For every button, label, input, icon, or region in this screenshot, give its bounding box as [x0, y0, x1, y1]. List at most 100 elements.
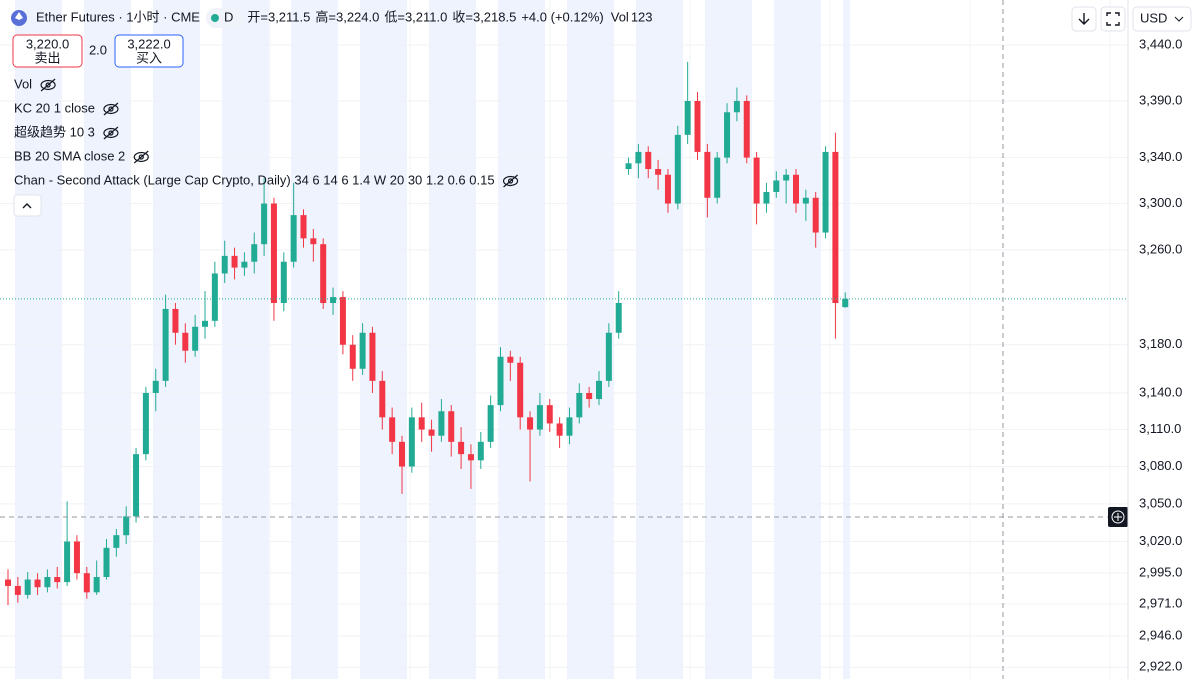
candle-body — [231, 255, 238, 268]
candle-body — [438, 411, 445, 436]
status-dot — [210, 14, 219, 22]
candle-body — [211, 273, 218, 321]
vol-label: Vol — [611, 9, 629, 24]
session-band — [291, 0, 338, 679]
candle-body — [182, 332, 189, 351]
y-tick-label: 2,922.0 — [1139, 659, 1182, 674]
hide-icon-slash — [103, 102, 119, 116]
indicator-label: KC 20 1 close — [14, 100, 95, 115]
collapse-button[interactable] — [13, 194, 42, 217]
candle-body — [73, 541, 80, 574]
hide-icon-slash — [503, 174, 518, 188]
hide-icon[interactable] — [502, 175, 519, 187]
candle-body — [359, 332, 366, 369]
hide-icon-slash — [133, 150, 149, 164]
candle-body — [556, 423, 563, 436]
spread: 2.0 — [89, 42, 107, 57]
candle-body — [142, 392, 149, 455]
download-icon — [1078, 13, 1090, 25]
candle-body — [162, 308, 169, 381]
candle-body — [64, 541, 71, 583]
indicator-label: Vol — [14, 76, 32, 91]
candle-body — [418, 417, 425, 430]
candle-body — [34, 579, 41, 588]
candle-body — [596, 380, 602, 400]
candle-body — [172, 308, 179, 333]
session-band — [636, 0, 683, 679]
candle-body — [251, 244, 258, 262]
hide-icon-slash — [103, 126, 119, 140]
candle-body — [536, 405, 543, 430]
buy-price: 3,222.0 — [127, 36, 170, 51]
ohlc-value: 3,224.0 — [336, 9, 379, 24]
candle-body — [467, 454, 474, 461]
currency: USD — [1140, 10, 1167, 25]
currency-button[interactable] — [1132, 6, 1192, 32]
candle-body — [14, 585, 21, 595]
hide-icon[interactable] — [103, 127, 119, 139]
hide-icon-pupil — [108, 106, 114, 112]
y-tick-label: 3,080.0 — [1139, 458, 1182, 473]
candle-body — [477, 441, 484, 461]
symbol: Ether Futures · 1小时 · CME — [36, 9, 200, 24]
add-icon — [1111, 510, 1125, 524]
candle-body — [714, 157, 721, 198]
badge-bg — [205, 8, 244, 28]
y-tick-label: 3,180.0 — [1139, 336, 1182, 351]
indicator-label: Chan - Second Attack (Large Cap Crypto, … — [14, 172, 495, 187]
candle-body — [202, 320, 208, 327]
candle-body — [379, 380, 386, 418]
candle-body — [83, 573, 90, 593]
candle-body — [694, 100, 701, 152]
candle-body — [123, 516, 130, 536]
session-band — [360, 0, 407, 679]
y-tick-label: 3,260.0 — [1139, 241, 1182, 256]
candle-body — [546, 405, 553, 424]
sell-price: 3,220.0 — [26, 36, 69, 51]
y-tick-label: 2,946.0 — [1139, 627, 1182, 642]
candle-body — [664, 174, 671, 204]
ohlc-value: 3,211.0 — [405, 9, 447, 24]
candle-body — [399, 441, 405, 467]
candle-body — [704, 151, 711, 198]
add-icon-plus — [1114, 512, 1122, 521]
buy-button[interactable] — [114, 34, 184, 68]
badge: D — [224, 9, 233, 24]
ohlc-value: 3,211.5 — [268, 9, 310, 24]
session-band — [15, 0, 62, 679]
candle-body — [753, 157, 760, 204]
y-tick-label: 3,390.0 — [1139, 92, 1182, 107]
candle-body — [93, 577, 100, 593]
candle-body — [103, 547, 110, 578]
candle-body — [812, 197, 819, 233]
candle-body — [684, 100, 691, 135]
y-tick-label: 3,300.0 — [1139, 195, 1182, 210]
candle-body — [773, 180, 780, 193]
session-band — [429, 0, 476, 679]
hide-icon[interactable] — [133, 151, 149, 163]
session-band — [498, 0, 545, 679]
hide-icon[interactable] — [103, 103, 119, 115]
candle-body — [507, 356, 514, 363]
fullscreen-button[interactable] — [1100, 6, 1126, 32]
y-tick-label: 3,050.0 — [1139, 495, 1182, 510]
logo-glyph — [15, 12, 23, 20]
fullscreen-icon — [1106, 12, 1120, 26]
hide-icon[interactable] — [40, 79, 56, 91]
candle-body — [448, 411, 455, 442]
candles — [5, 61, 849, 606]
candle-body — [802, 197, 809, 204]
candle-body — [566, 417, 573, 436]
candle-body — [527, 417, 534, 430]
candle-body — [576, 392, 583, 418]
candle-body — [645, 151, 652, 170]
y-tick-label: 3,020.0 — [1139, 533, 1182, 548]
candle-body — [5, 579, 11, 586]
currency-chevron — [1174, 16, 1184, 22]
session-band — [222, 0, 269, 679]
candle-body — [586, 392, 593, 400]
sell-button[interactable] — [12, 34, 83, 68]
candle-body — [270, 203, 277, 303]
y-tick-label: 2,995.0 — [1139, 565, 1182, 580]
